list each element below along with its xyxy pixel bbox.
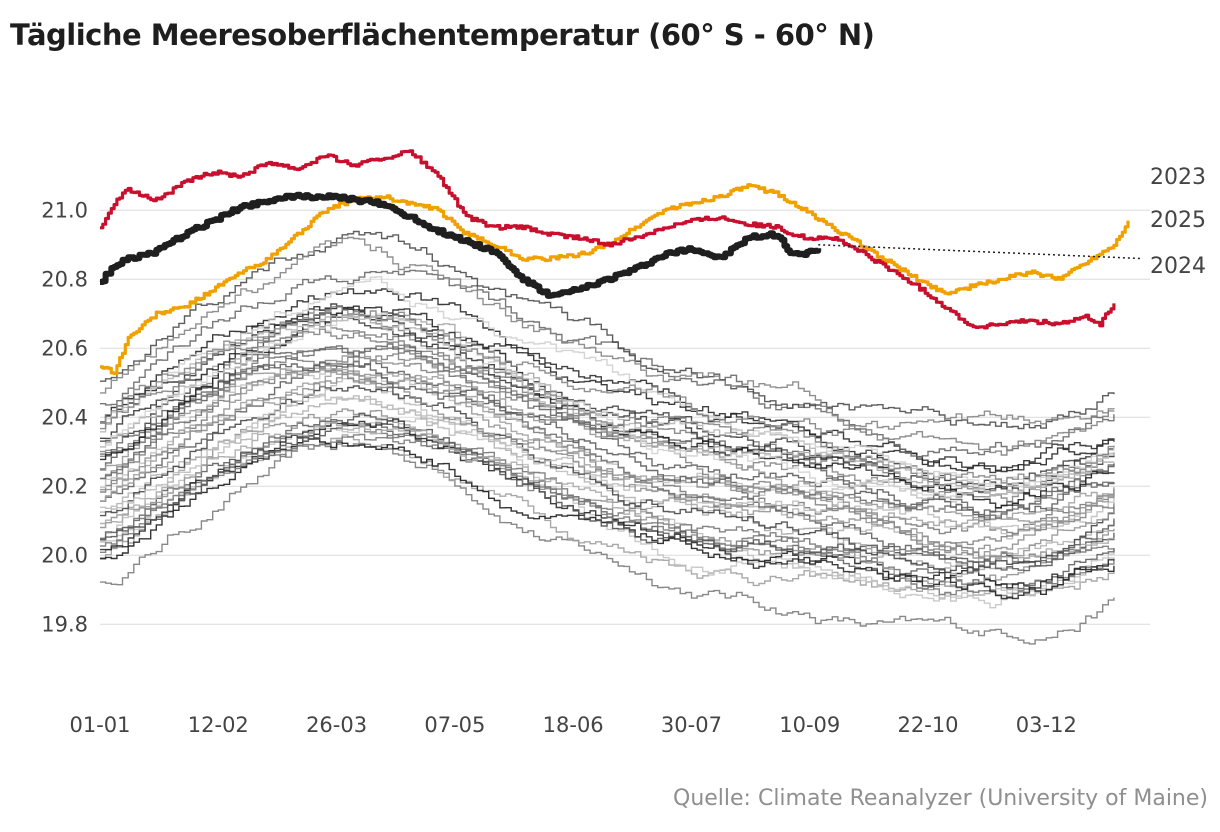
historical-year-line: [100, 419, 1115, 599]
series-label-2023: 2023: [1150, 165, 1206, 190]
chart-svg: 19.8 20.0 20.2 20.4 20.6 20.8 21.0 01-01 12-02 2…: [41, 149, 1206, 737]
historical-year-line: [100, 367, 1115, 559]
x-tick-label: 26-03: [306, 713, 367, 737]
historical-year-line: [100, 346, 1115, 518]
y-tick-label: 20.0: [41, 543, 88, 567]
y-tick-label: 19.8: [41, 612, 88, 636]
historical-year-line: [100, 236, 1115, 430]
historical-year-line: [100, 305, 1115, 484]
x-tick-label: 12-02: [188, 713, 249, 737]
historical-year-line: [100, 305, 1115, 509]
trend-line-2025: [818, 244, 1143, 260]
historical-year-line: [100, 230, 1115, 430]
historical-year-line: [100, 412, 1115, 567]
y-tick-label: 20.2: [41, 474, 88, 498]
x-tick-label: 30-07: [661, 713, 722, 737]
series-label-2025: 2025: [1150, 208, 1206, 233]
y-axis-ticks: 19.8 20.0 20.2 20.4 20.6 20.8 21.0: [41, 198, 88, 636]
historical-year-line: [100, 362, 1115, 516]
chart-title: Tägliche Meeresoberflächentemperatur (60…: [10, 18, 875, 52]
x-axis-ticks: 01-01 12-02 26-03 07-05 18-06 30-07 10-09 22-10…: [69, 713, 1076, 737]
historical-year-line: [100, 328, 1115, 456]
historical-year-line: [100, 269, 1115, 458]
y-tick-label: 20.4: [41, 405, 88, 429]
series-line-2025: [99, 191, 822, 299]
y-tick-label: 20.6: [41, 336, 88, 360]
highlighted-series: [99, 149, 1143, 376]
historical-year-line: [100, 370, 1115, 556]
y-tick-label: 21.0: [41, 198, 88, 222]
historical-year-line: [100, 312, 1115, 499]
historical-year-line: [100, 442, 1115, 645]
series-label-2024: 2024: [1150, 254, 1206, 279]
historical-year-line: [100, 359, 1115, 572]
x-tick-label: 22-10: [898, 713, 959, 737]
series-line-2024: [100, 149, 1116, 330]
historical-series: [100, 230, 1115, 645]
historical-year-line: [100, 305, 1115, 474]
x-tick-label: 01-01: [69, 713, 130, 737]
historical-year-line: [100, 408, 1115, 587]
series-line-2023: [100, 183, 1130, 376]
x-tick-label: 03-12: [1016, 713, 1077, 737]
x-tick-label: 18-06: [543, 713, 604, 737]
source-note: Quelle: Climate Reanalyzer (University o…: [673, 786, 1208, 811]
historical-year-line: [100, 395, 1115, 567]
y-tick-label: 20.8: [41, 267, 88, 291]
historical-year-line: [100, 433, 1115, 564]
x-tick-label: 07-05: [424, 713, 485, 737]
historical-year-line: [100, 365, 1115, 528]
x-tick-label: 10-09: [779, 713, 840, 737]
series-labels: 2023 2024 2025: [1150, 165, 1206, 279]
